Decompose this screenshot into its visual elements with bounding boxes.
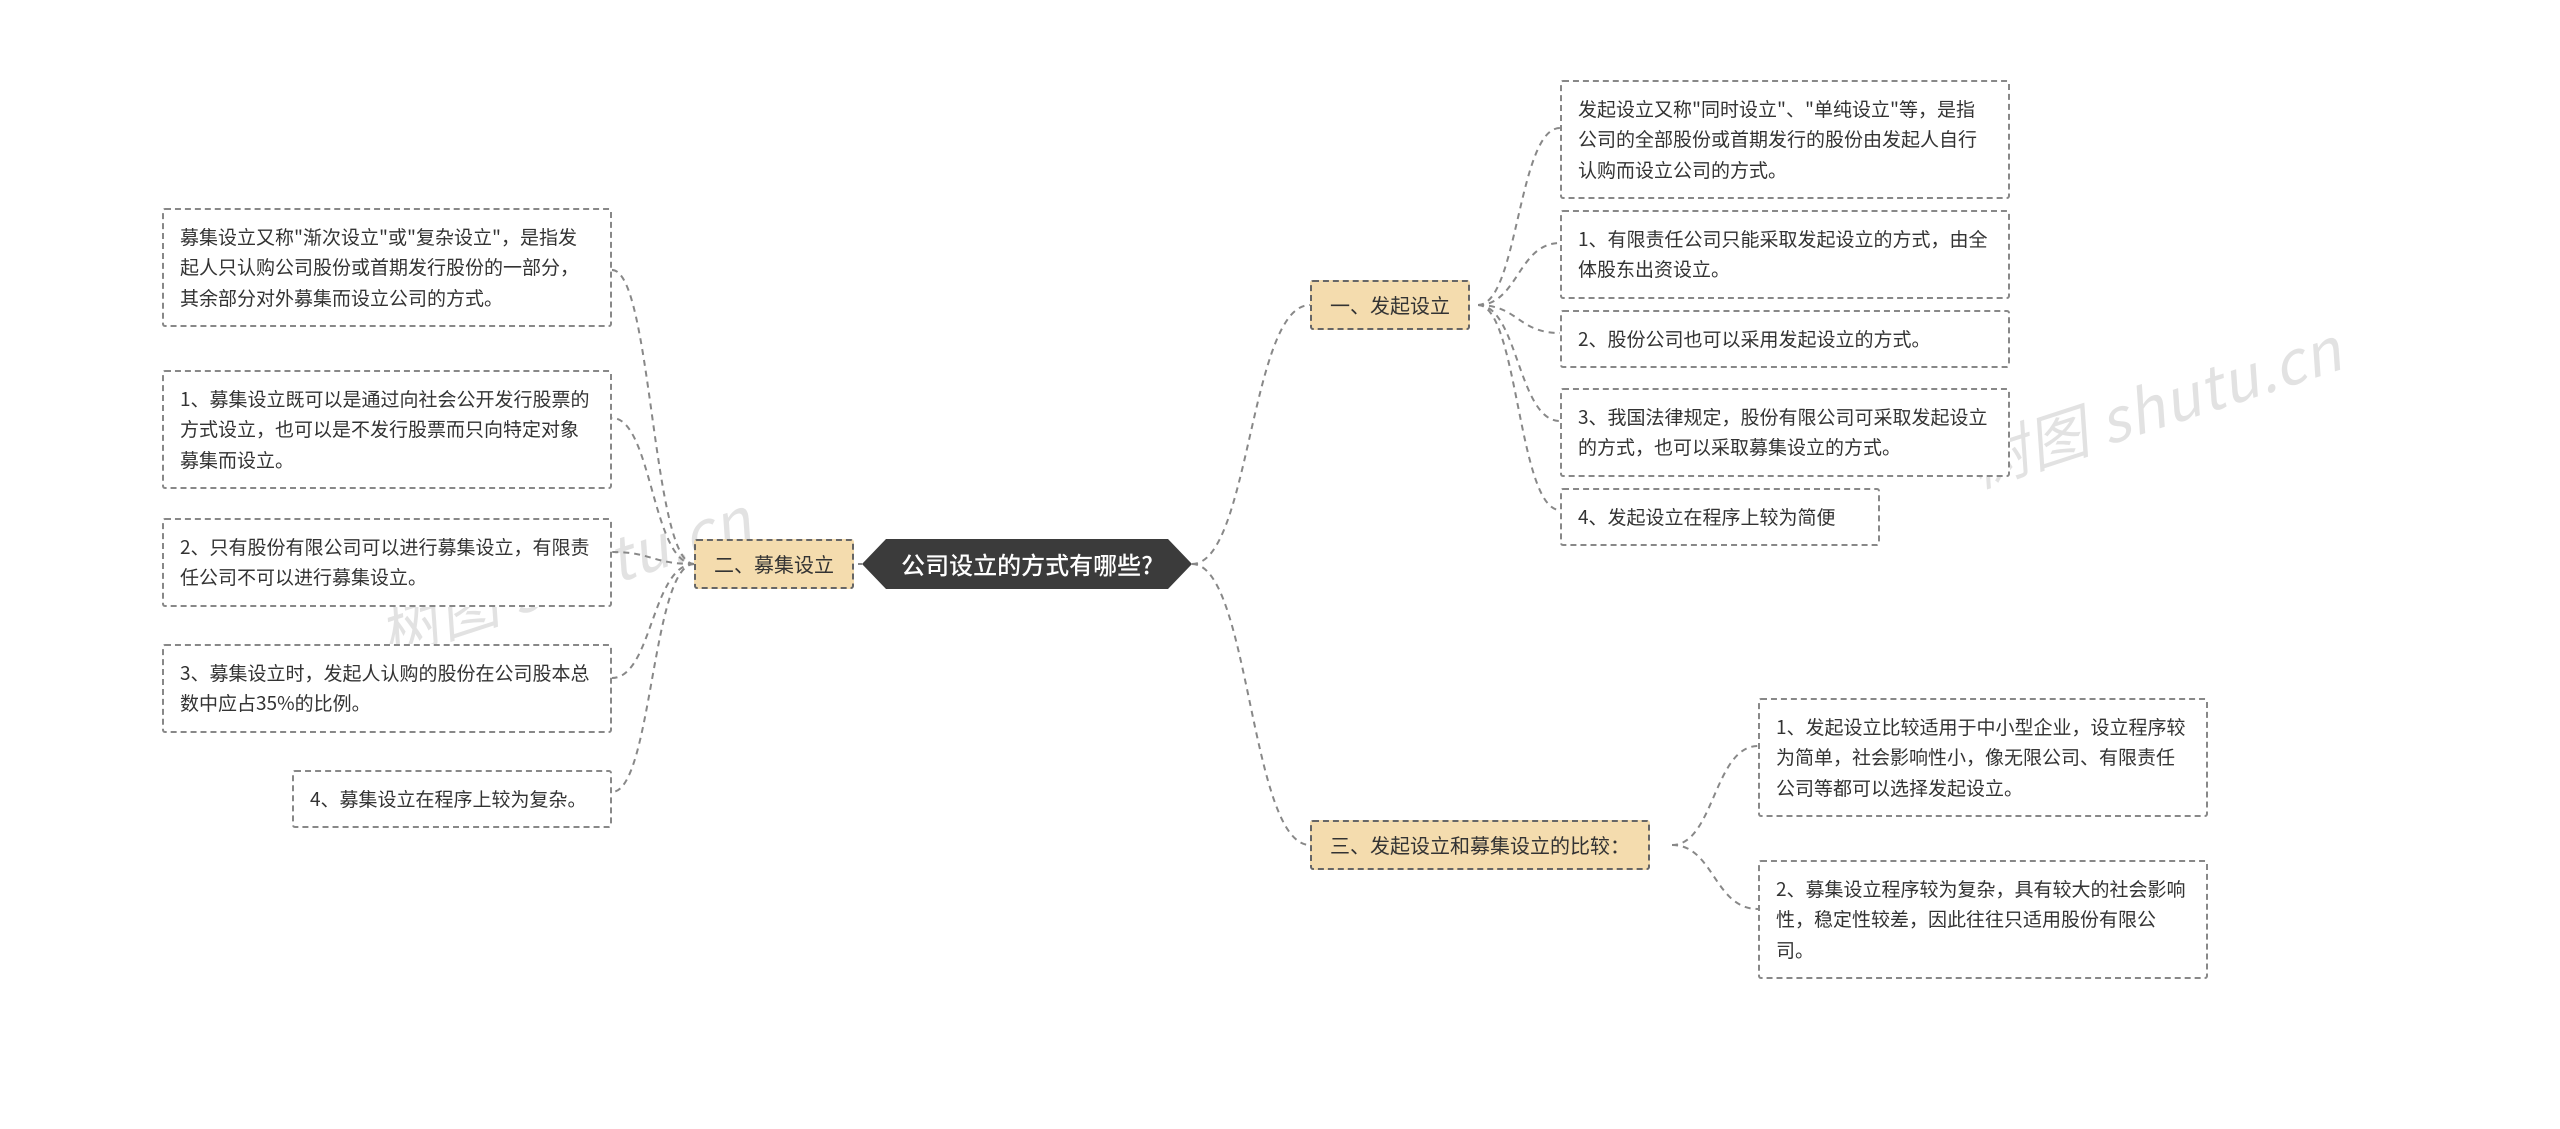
- leaf-b1-0: 发起设立又称"同时设立"、"单纯设立"等，是指公司的全部股份或首期发行的股份由发…: [1560, 80, 2010, 199]
- leaf-b1-0-text: 发起设立又称"同时设立"、"单纯设立"等，是指公司的全部股份或首期发行的股份由发…: [1578, 94, 1992, 185]
- leaf-b1-4: 4、发起设立在程序上较为简便: [1560, 488, 1880, 546]
- branch-3-label: 三、发起设立和募集设立的比较：: [1330, 829, 1630, 861]
- leaf-b2-4-text: 4、募集设立在程序上较为复杂。: [310, 784, 587, 814]
- leaf-b1-2: 2、股份公司也可以采用发起设立的方式。: [1560, 310, 2010, 368]
- leaf-b2-2-text: 2、只有股份有限公司可以进行募集设立，有限责任公司不可以进行募集设立。: [180, 532, 594, 593]
- leaf-b1-4-text: 4、发起设立在程序上较为简便: [1578, 502, 1836, 532]
- branch-2-label: 二、募集设立: [714, 548, 834, 580]
- leaf-b3-1: 2、募集设立程序较为复杂，具有较大的社会影响性，稳定性较差，因此往往只适用股份有…: [1758, 860, 2208, 979]
- leaf-b1-2-text: 2、股份公司也可以采用发起设立的方式。: [1578, 324, 1931, 354]
- leaf-b1-3: 3、我国法律规定，股份有限公司可采取发起设立的方式，也可以采取募集设立的方式。: [1560, 388, 2010, 477]
- leaf-b2-3-text: 3、募集设立时，发起人认购的股份在公司股本总数中应占35%的比例。: [180, 658, 594, 719]
- root-label: 公司设立的方式有哪些?: [901, 545, 1153, 583]
- leaf-b2-4: 4、募集设立在程序上较为复杂。: [292, 770, 612, 828]
- leaf-b1-3-text: 3、我国法律规定，股份有限公司可采取发起设立的方式，也可以采取募集设立的方式。: [1578, 402, 1992, 463]
- watermark-right: 树图 shutu.cn: [1956, 302, 2351, 504]
- leaf-b2-3: 3、募集设立时，发起人认购的股份在公司股本总数中应占35%的比例。: [162, 644, 612, 733]
- leaf-b3-0-text: 1、发起设立比较适用于中小型企业，设立程序较为简单，社会影响性小，像无限公司、有…: [1776, 712, 2190, 803]
- leaf-b2-0: 募集设立又称"渐次设立"或"复杂设立"，是指发起人只认购公司股份或首期发行股份的…: [162, 208, 612, 327]
- leaf-b1-1-text: 1、有限责任公司只能采取发起设立的方式，由全体股东出资设立。: [1578, 224, 1992, 285]
- leaf-b2-1-text: 1、募集设立既可以是通过向社会公开发行股票的方式设立，也可以是不发行股票而只向特…: [180, 384, 594, 475]
- leaf-b3-1-text: 2、募集设立程序较为复杂，具有较大的社会影响性，稳定性较差，因此往往只适用股份有…: [1776, 874, 2190, 965]
- branch-2: 二、募集设立: [694, 539, 854, 589]
- leaf-b2-2: 2、只有股份有限公司可以进行募集设立，有限责任公司不可以进行募集设立。: [162, 518, 612, 607]
- branch-3: 三、发起设立和募集设立的比较：: [1310, 820, 1650, 870]
- leaf-b2-0-text: 募集设立又称"渐次设立"或"复杂设立"，是指发起人只认购公司股份或首期发行股份的…: [180, 222, 594, 313]
- leaf-b2-1: 1、募集设立既可以是通过向社会公开发行股票的方式设立，也可以是不发行股票而只向特…: [162, 370, 612, 489]
- branch-1-label: 一、发起设立: [1330, 289, 1450, 321]
- leaf-b3-0: 1、发起设立比较适用于中小型企业，设立程序较为简单，社会影响性小，像无限公司、有…: [1758, 698, 2208, 817]
- branch-1: 一、发起设立: [1310, 280, 1470, 330]
- root-node: 公司设立的方式有哪些?: [862, 539, 1192, 589]
- leaf-b1-1: 1、有限责任公司只能采取发起设立的方式，由全体股东出资设立。: [1560, 210, 2010, 299]
